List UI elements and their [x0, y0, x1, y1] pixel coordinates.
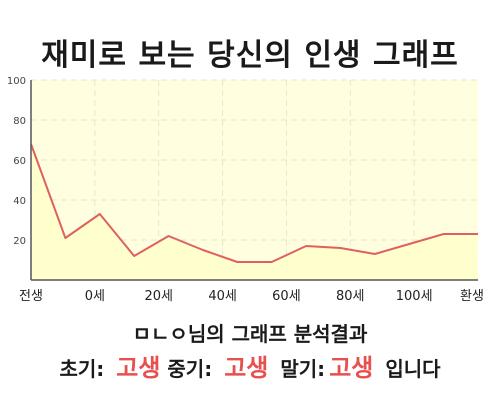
y-tick-label: 100 — [7, 76, 26, 87]
life-area-fill — [31, 144, 478, 280]
axes — [30, 80, 478, 281]
data-point — [443, 233, 445, 235]
x-tick-label: 전생 — [19, 289, 43, 304]
data-point — [202, 249, 204, 251]
data-point — [339, 247, 341, 249]
x-tick-label: 80세 — [336, 289, 365, 304]
data-point — [305, 245, 307, 247]
data-point — [236, 261, 238, 263]
late-label: 말기: — [280, 357, 326, 381]
life-line — [30, 143, 478, 263]
data-point — [99, 213, 101, 215]
x-tick-label: 60세 — [272, 289, 301, 304]
mid-label: 중기: — [167, 357, 213, 381]
x-tick-label: 100세 — [396, 289, 433, 304]
chart-title: 재미로 보는 당신의 인생 그래프 — [41, 38, 459, 73]
x-tick-label: 40세 — [208, 289, 237, 304]
data-point — [168, 235, 170, 237]
data-point — [477, 233, 479, 235]
y-tick-label: 80 — [13, 116, 26, 127]
x-tick-label: 20세 — [144, 289, 173, 304]
late-value: 고생 — [329, 354, 374, 382]
mid-value: 고생 — [224, 354, 269, 382]
area-layer — [30, 143, 479, 280]
x-tick-label: 0세 — [85, 289, 105, 304]
data-point — [133, 255, 135, 257]
y-tick-label: 40 — [13, 196, 26, 207]
y-tick-label: 60 — [13, 156, 26, 167]
y-tick-label: 20 — [13, 236, 26, 247]
early-value: 고생 — [116, 354, 161, 382]
summary-result: 초기: 고생 중기: 고생 말기: 고생 입니다 — [0, 348, 500, 383]
early-label: 초기: — [59, 357, 105, 381]
data-point — [64, 237, 66, 239]
data-point — [374, 253, 376, 255]
ending-text: 입니다 — [385, 357, 441, 381]
data-point — [271, 261, 273, 263]
x-tick-labels: 전생 0세 20세 40세 60세 80세 100세 환생 — [19, 289, 484, 304]
summary-heading: ㅁㄴㅇ님의 그래프 분석결과 — [132, 322, 368, 346]
data-point — [408, 243, 410, 245]
y-tick-labels: 20 40 60 80 100 — [7, 76, 26, 247]
x-tick-label: 환생 — [460, 289, 484, 304]
